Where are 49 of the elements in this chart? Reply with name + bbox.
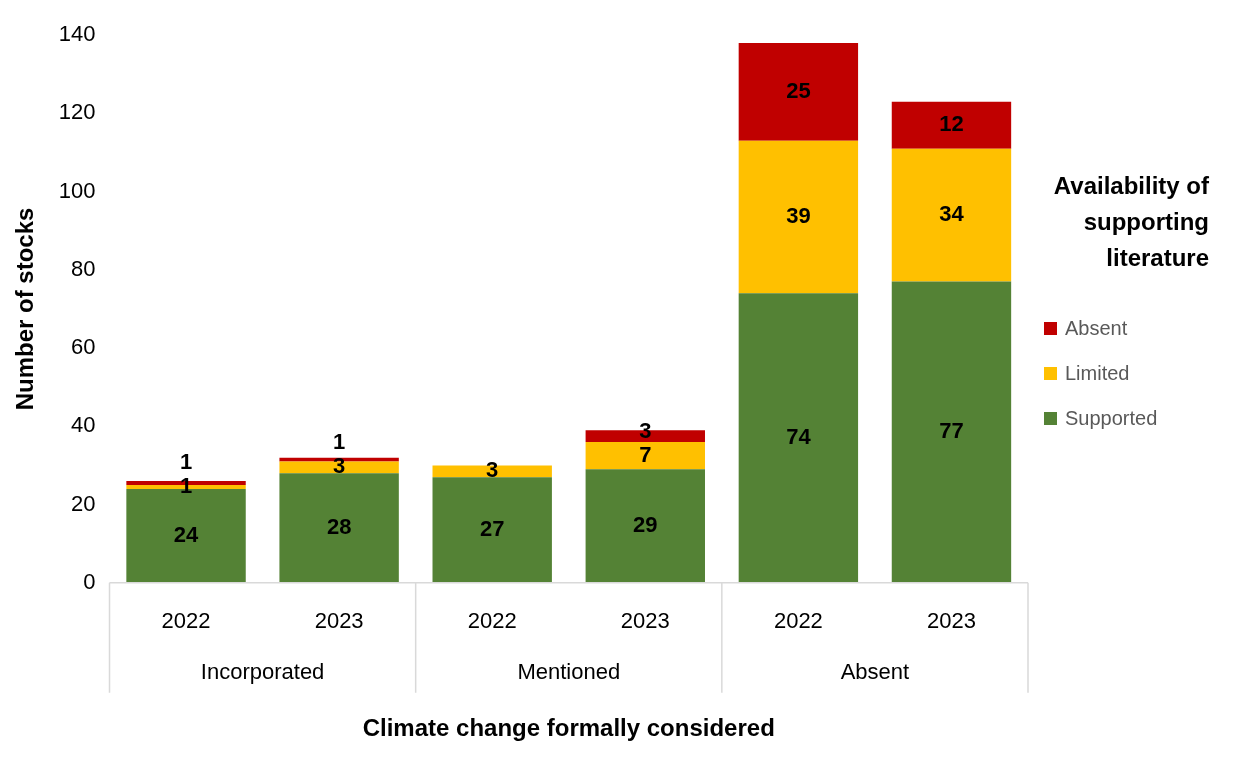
data-label: 1: [179, 449, 193, 475]
data-label: 3: [333, 453, 346, 479]
bar: [279, 473, 399, 583]
data-label: 77: [939, 418, 964, 444]
x-tick-label: 2022: [467, 608, 517, 634]
data-label: 34: [939, 201, 965, 227]
y-tick-label: 20: [71, 490, 96, 516]
data-label: 12: [939, 111, 964, 137]
y-tick-label: 120: [58, 99, 96, 125]
bar: [891, 101, 1012, 149]
data-label: 25: [786, 77, 811, 103]
data-label: 28: [326, 514, 352, 540]
y-tick-label: 100: [58, 177, 96, 203]
x-tick-label: 2023: [314, 608, 364, 634]
x-tick-label: 2023: [620, 608, 670, 634]
x-tick-label: 2022: [773, 608, 823, 634]
legend-label: Absent: [1065, 317, 1128, 340]
data-label: 74: [786, 424, 812, 450]
y-tick-label: 140: [58, 21, 96, 47]
data-label: 1: [179, 473, 193, 499]
y-axis-title: Number of stocks: [11, 207, 39, 411]
bar: [432, 477, 552, 583]
data-label: 29: [633, 512, 658, 538]
y-tick-label: 0: [83, 568, 96, 594]
data-label: 24: [173, 521, 200, 547]
text: Incorporated: [200, 658, 325, 684]
bar: [738, 43, 859, 141]
x-axis-title: Climate change formally considered: [362, 714, 775, 742]
legend-label: Limited: [1065, 362, 1130, 385]
text: Mentioned: [517, 658, 621, 684]
bar: [891, 148, 1012, 282]
data-label: 27: [479, 516, 505, 542]
bar: [585, 469, 705, 583]
legend-label: Supported: [1065, 407, 1158, 430]
bar: [738, 140, 859, 294]
data-label: 7: [639, 441, 652, 467]
y-tick-label: 60: [71, 334, 96, 360]
text: Absent: [840, 658, 910, 684]
data-label: 3: [486, 457, 499, 483]
y-tick-label: 80: [71, 255, 96, 281]
data-label: 1: [333, 429, 346, 455]
bar: [891, 281, 1012, 583]
bar: [738, 293, 859, 583]
legend-title: Availability of supporting literature: [1052, 171, 1209, 273]
x-tick-label: 2022: [161, 608, 211, 634]
x-tick-label: 2023: [926, 608, 976, 634]
y-tick-label: 40: [71, 412, 96, 438]
bar: [585, 441, 705, 470]
data-label: 39: [786, 203, 811, 229]
